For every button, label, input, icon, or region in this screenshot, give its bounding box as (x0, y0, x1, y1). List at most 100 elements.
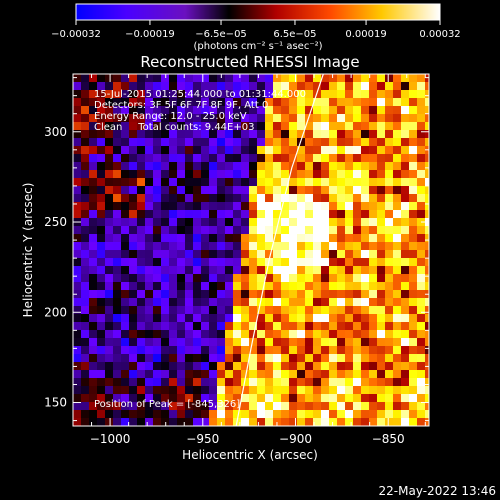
heatmap-cell (289, 250, 297, 258)
heatmap-cell (401, 346, 409, 354)
heatmap-cell (329, 98, 337, 106)
heatmap-cell (329, 210, 337, 218)
heatmap-cell (385, 138, 393, 146)
heatmap-cell (185, 178, 193, 186)
heatmap-cell (225, 74, 233, 82)
heatmap-cell (97, 154, 105, 162)
heatmap-cell (409, 274, 417, 282)
heatmap-cell (201, 314, 209, 322)
heatmap-cell (241, 130, 249, 138)
heatmap-cell (249, 234, 257, 242)
heatmap-cell (369, 210, 377, 218)
heatmap-cell (353, 250, 361, 258)
heatmap-cell (265, 138, 273, 146)
heatmap-cell (321, 242, 329, 250)
heatmap-cell (425, 234, 429, 242)
heatmap-cell (137, 330, 145, 338)
heatmap-cell (185, 74, 193, 82)
heatmap-cell (353, 106, 361, 114)
heatmap-cell (105, 218, 113, 226)
heatmap-cell (273, 266, 281, 274)
heatmap-cell (249, 90, 257, 98)
heatmap-cell (329, 234, 337, 242)
heatmap-cell (265, 74, 273, 82)
heatmap-cell (361, 98, 369, 106)
heatmap-cell (385, 170, 393, 178)
heatmap-cell (185, 378, 193, 386)
heatmap-cell (417, 394, 425, 402)
heatmap-cell (241, 386, 249, 394)
heatmap-cell (297, 186, 305, 194)
heatmap-cell (393, 194, 401, 202)
heatmap-cell (249, 418, 257, 426)
heatmap-cell (289, 74, 297, 82)
heatmap-cell (425, 186, 429, 194)
heatmap-cell (369, 82, 377, 90)
heatmap-cell (345, 362, 353, 370)
heatmap-cell (401, 282, 409, 290)
heatmap-cell (153, 298, 161, 306)
heatmap-cell (201, 170, 209, 178)
heatmap-cell (401, 322, 409, 330)
heatmap-cell (129, 154, 137, 162)
heatmap-cell (129, 314, 137, 322)
heatmap-cell (241, 258, 249, 266)
heatmap-cell (377, 394, 385, 402)
heatmap-cell (225, 154, 233, 162)
heatmap-cell (113, 162, 121, 170)
heatmap-cell (409, 170, 417, 178)
heatmap-cell (409, 306, 417, 314)
heatmap-cell (393, 362, 401, 370)
heatmap-cell (193, 402, 201, 410)
heatmap-cell (113, 282, 121, 290)
heatmap-cell (193, 98, 201, 106)
heatmap-cell (297, 378, 305, 386)
heatmap-cell (145, 338, 153, 346)
heatmap-cell (209, 90, 217, 98)
heatmap-cell (81, 194, 89, 202)
heatmap-cell (313, 338, 321, 346)
heatmap-cell (345, 170, 353, 178)
heatmap-cell (361, 250, 369, 258)
heatmap-cell (145, 402, 153, 410)
annotation-peak-position: Position of Peak = [-845,326] (94, 399, 240, 410)
heatmap-cell (345, 274, 353, 282)
heatmap-cell (313, 114, 321, 122)
heatmap-cell (113, 98, 121, 106)
heatmap-cell (297, 122, 305, 130)
heatmap-cell (297, 402, 305, 410)
heatmap-cell (113, 274, 121, 282)
heatmap-cell (425, 410, 429, 418)
heatmap-cell (81, 114, 89, 122)
heatmap-cell (265, 122, 273, 130)
heatmap-cell (257, 210, 265, 218)
heatmap-cell (145, 354, 153, 362)
heatmap-cell (177, 362, 185, 370)
heatmap-cell (361, 418, 369, 426)
heatmap-cell (161, 242, 169, 250)
heatmap-cell (369, 218, 377, 226)
heatmap-cell (417, 146, 425, 154)
heatmap-cell (369, 338, 377, 346)
heatmap-cell (81, 122, 89, 130)
heatmap-cell (137, 282, 145, 290)
heatmap-cell (377, 306, 385, 314)
heatmap-cell (233, 362, 241, 370)
heatmap-cell (425, 338, 429, 346)
heatmap-cell (425, 306, 429, 314)
heatmap-cell (361, 410, 369, 418)
heatmap-cell (89, 330, 97, 338)
heatmap-cell (97, 242, 105, 250)
heatmap-cell (185, 410, 193, 418)
heatmap-cell (217, 402, 225, 410)
heatmap-cell (265, 338, 273, 346)
heatmap-cell (193, 170, 201, 178)
heatmap-cell (425, 258, 429, 266)
heatmap-cell (193, 322, 201, 330)
heatmap-cell (241, 194, 249, 202)
heatmap-cell (193, 138, 201, 146)
heatmap-cell (153, 186, 161, 194)
heatmap-cell (129, 298, 137, 306)
heatmap-cell (137, 154, 145, 162)
heatmap-cell (81, 242, 89, 250)
